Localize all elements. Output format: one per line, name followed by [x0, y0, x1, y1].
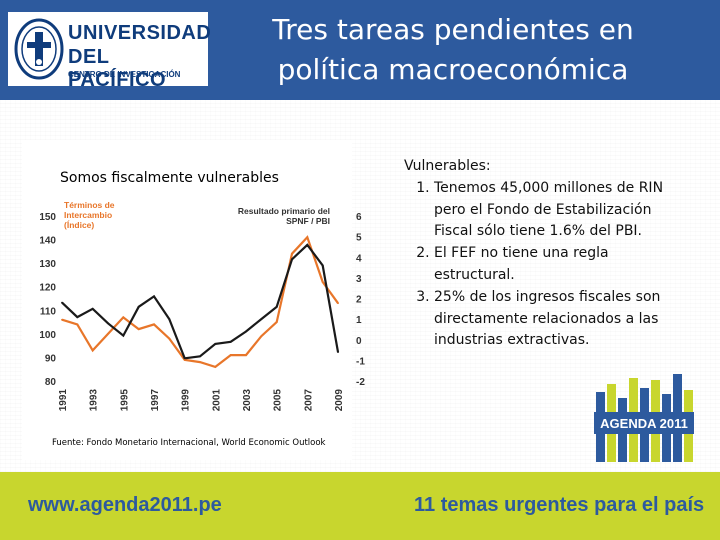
data-point-terminos — [260, 335, 263, 338]
logo-line-1: UNIVERSIDAD — [68, 22, 212, 44]
list-item: 25% de los ingresos fiscales son directa… — [434, 287, 664, 352]
y-right-tick-label: 2 — [356, 295, 362, 306]
data-point-terminos — [91, 349, 94, 352]
data-point-resultado — [107, 322, 109, 325]
y-left-tick-label: 150 — [39, 212, 56, 223]
university-seal-icon — [14, 18, 64, 80]
data-point-resultado — [168, 318, 171, 321]
y-left-tick-label: 140 — [39, 236, 56, 247]
chart-panel — [22, 140, 352, 460]
y-left-tick-label: 120 — [39, 283, 56, 294]
data-point-resultado — [199, 355, 201, 358]
y-left-tick-label: 80 — [45, 377, 57, 388]
data-point-terminos — [76, 323, 79, 326]
footer-bar: www.agenda2011.pe 11 temas urgentes para… — [0, 472, 720, 540]
data-point-terminos — [275, 321, 278, 323]
y-left-tick-label: 110 — [40, 306, 57, 317]
data-point-resultado — [291, 258, 293, 261]
data-point-terminos — [229, 354, 232, 356]
legend-line: SPNF / PBI — [286, 216, 330, 226]
data-point-terminos — [168, 337, 171, 340]
data-point-terminos — [306, 236, 309, 239]
header-bar: UNIVERSIDAD DEL PACÍFICO CENTRO DE INVES… — [0, 0, 720, 100]
y-right-tick-label: 5 — [356, 233, 362, 244]
data-point-resultado — [275, 305, 278, 308]
line-chart: 80 90 100 110 120 130 140 150 -2 -1 0 1 2 3 4 5 6 1991 1… — [39, 200, 365, 412]
chart-heading: Somos fiscalmente vulnerables — [60, 170, 279, 186]
data-point-resultado — [229, 340, 232, 343]
data-point-resultado — [76, 316, 79, 318]
university-logo: UNIVERSIDAD DEL PACÍFICO CENTRO DE INVES… — [8, 12, 212, 91]
data-point-terminos — [122, 316, 125, 319]
data-point-resultado — [137, 305, 140, 308]
data-point-terminos — [107, 332, 109, 335]
y-right-tick-label: 1 — [356, 315, 362, 326]
data-point-terminos — [199, 361, 201, 364]
y-right-tick-label: 6 — [356, 212, 362, 223]
data-point-resultado — [321, 264, 324, 267]
x-tick-label: 1993 — [89, 389, 100, 412]
data-point-resultado — [122, 334, 125, 337]
x-tick-label: 2003 — [242, 389, 253, 412]
y-right-tick-label: -2 — [356, 377, 365, 388]
footer-url-link[interactable]: www.agenda2011.pe — [28, 494, 222, 516]
data-point-resultado — [183, 357, 186, 360]
legend-line: Términos de — [64, 200, 115, 210]
vulnerabilities-heading: Vulnerables: — [404, 158, 491, 174]
vulnerabilities-list: Tenemos 45,000 millones de RIN pero el F… — [404, 178, 664, 352]
data-point-resultado — [153, 295, 155, 298]
footer-tagline: 11 temas urgentes para el país — [414, 494, 705, 516]
x-tick-label: 1997 — [150, 389, 161, 412]
vulnerabilities-panel: Vulnerables: Tenemos 45,000 millones de … — [404, 156, 664, 352]
data-point-resultado — [91, 307, 94, 310]
x-tick-label: 2005 — [273, 389, 284, 412]
x-tick-label: 2001 — [211, 389, 222, 412]
series-line-resultado — [61, 243, 340, 360]
data-point-terminos — [245, 354, 247, 356]
data-point-terminos — [214, 365, 217, 368]
x-tick-label: 2009 — [334, 389, 345, 412]
agenda-logo-text: AGENDA 2011 — [600, 416, 688, 431]
agenda-2011-logo: AGENDA 2011 — [594, 374, 694, 462]
x-tick-label: 1991 — [58, 389, 69, 412]
data-point-resultado — [214, 342, 217, 345]
list-item: El FEF no tiene una regla estructural. — [434, 243, 664, 287]
x-tick-label: 1999 — [181, 389, 192, 412]
legend-line: Intercambio — [64, 210, 112, 220]
x-tick-label: 1995 — [119, 389, 130, 412]
y-right-tick-label: 3 — [356, 274, 362, 285]
series-line-terminos — [61, 235, 339, 369]
y-right-tick-label: 0 — [356, 336, 362, 347]
slide-title: Tres tareas pendientes en política macro… — [272, 13, 634, 86]
data-point-resultado — [245, 330, 247, 333]
data-point-terminos — [183, 358, 186, 361]
logo-line-3: CENTRO DE INVESTIGACIÓN — [68, 70, 181, 79]
data-point-terminos — [61, 318, 63, 321]
data-point-resultado — [337, 351, 339, 354]
legend-right: Resultado primario del SPNF / PBI — [238, 206, 330, 226]
y-left-tick-label: 90 — [45, 353, 57, 364]
data-point-terminos — [153, 323, 155, 326]
y-left-tick-label: 130 — [39, 259, 56, 270]
legend-line: (Índice) — [64, 220, 94, 230]
data-point-terminos — [137, 328, 140, 331]
logo-line-2: DEL PACÍFICO — [68, 46, 167, 91]
data-point-resultado — [306, 243, 309, 246]
data-point-terminos — [337, 302, 339, 305]
source-note: Fuente: Fondo Monetario Internacional, W… — [52, 438, 326, 448]
legend-left: Términos de Intercambio (Índice) — [64, 200, 115, 230]
list-item: Tenemos 45,000 millones de RIN pero el F… — [434, 178, 664, 243]
y-right-tick-label: 4 — [356, 253, 362, 264]
y-right-tick-label: -1 — [356, 356, 365, 367]
x-tick-label: 2007 — [303, 389, 314, 412]
data-point-resultado — [260, 318, 263, 321]
legend-line: Resultado primario del — [238, 206, 330, 216]
data-point-terminos — [321, 281, 324, 283]
data-point-resultado — [61, 301, 63, 304]
data-point-terminos — [291, 252, 293, 255]
y-left-tick-label: 100 — [39, 330, 56, 341]
